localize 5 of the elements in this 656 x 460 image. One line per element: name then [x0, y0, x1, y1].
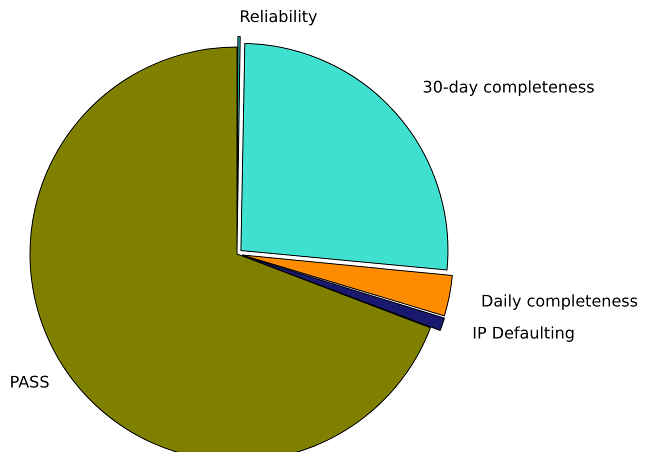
slice-label: PASS: [10, 372, 50, 392]
slice-label: 30-day completeness: [422, 78, 595, 97]
slice-label: Reliability: [239, 7, 318, 26]
slice-label: Daily completeness: [480, 291, 638, 310]
slice-label: IP Defaulting: [472, 324, 575, 343]
